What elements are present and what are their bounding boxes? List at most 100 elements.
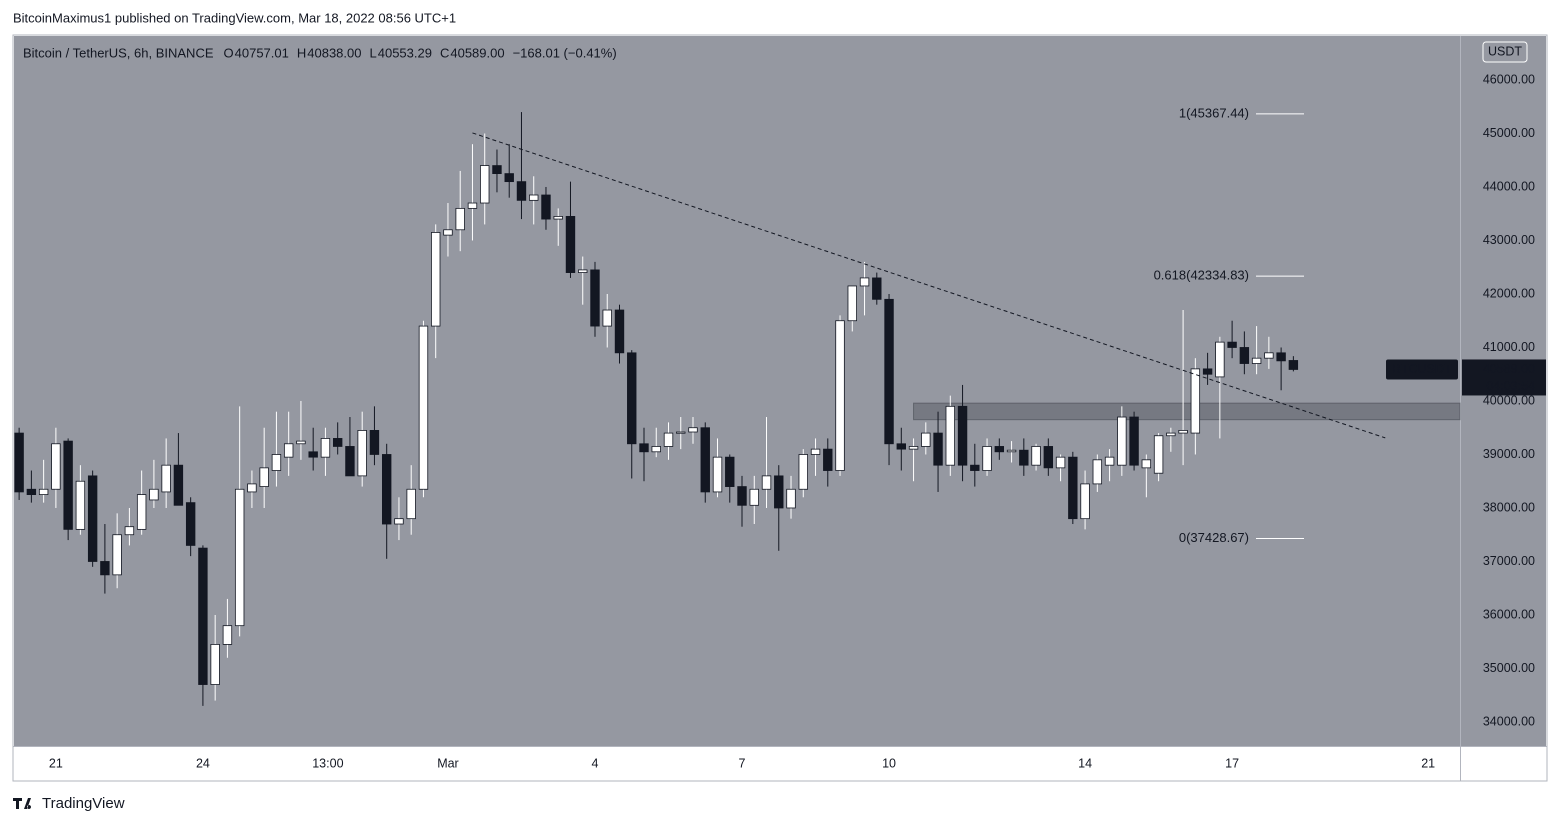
candle-body xyxy=(933,432,943,466)
candle-body xyxy=(124,526,135,536)
y-tick-label: 40000.00 xyxy=(1483,393,1535,407)
candle-body xyxy=(308,451,318,458)
candle-body xyxy=(1239,347,1250,364)
candle-body xyxy=(222,625,233,645)
candle-body xyxy=(516,181,527,201)
candle-body xyxy=(1117,416,1127,466)
candle-body xyxy=(1202,368,1213,375)
candle-body xyxy=(1031,446,1041,466)
candle-body xyxy=(63,440,73,530)
candle-body xyxy=(418,325,429,490)
candle-body xyxy=(1055,456,1066,469)
candle-body xyxy=(75,480,86,530)
candle-body xyxy=(859,277,870,287)
legend-key: L xyxy=(370,45,377,60)
candle-body xyxy=(541,194,551,220)
candle-body xyxy=(198,547,208,685)
candle-body xyxy=(749,488,759,506)
candle-body xyxy=(872,277,882,300)
candle-body xyxy=(970,464,980,471)
candle-body xyxy=(455,207,465,231)
candle-body xyxy=(602,309,612,327)
candle-body xyxy=(296,440,306,445)
price-tag xyxy=(1462,359,1546,396)
candle-body xyxy=(112,534,122,576)
symbol-tag xyxy=(1386,359,1458,380)
y-tick-label: 45000.00 xyxy=(1483,126,1535,140)
plot-background xyxy=(14,36,1460,746)
candle-body xyxy=(357,430,367,477)
y-tick-label: 43000.00 xyxy=(1483,233,1535,247)
legend-value: 40757.01 xyxy=(235,45,289,60)
candle-body xyxy=(1190,368,1201,434)
candle-body xyxy=(688,427,698,433)
x-tick-label: 17 xyxy=(1225,756,1239,770)
candle-body xyxy=(247,483,257,493)
legend-change: −168.01 (−0.41%) xyxy=(513,45,617,60)
y-tick-label: 34000.00 xyxy=(1483,714,1535,728)
x-tick-label: 24 xyxy=(196,756,210,770)
candle-body xyxy=(578,269,588,273)
candle-body xyxy=(1227,341,1237,348)
candle-body xyxy=(982,446,992,471)
candle-body xyxy=(1288,360,1299,370)
legend-title: Bitcoin / TetherUS, 6h, BINANCE xyxy=(23,45,214,60)
candle-body xyxy=(1080,483,1090,520)
x-tick-label: 14 xyxy=(1078,756,1092,770)
candle-body xyxy=(136,494,147,530)
candle-body xyxy=(945,405,956,466)
candle-body xyxy=(210,644,220,685)
candle-body xyxy=(896,443,906,450)
candle-body xyxy=(1178,430,1188,434)
candle-body xyxy=(492,165,502,175)
candle-body xyxy=(590,269,600,327)
candle-body xyxy=(100,561,110,576)
candle-body xyxy=(1166,432,1176,437)
x-tick-label: 7 xyxy=(739,756,746,770)
candle-body xyxy=(381,454,392,525)
candle-body xyxy=(774,475,784,509)
candle-body xyxy=(798,454,808,490)
x-tick-label: 21 xyxy=(1421,756,1435,770)
x-tick-label: 10 xyxy=(882,756,896,770)
candle-body xyxy=(1092,459,1103,485)
y-tick-label: 36000.00 xyxy=(1483,607,1535,621)
candle-body xyxy=(369,430,380,455)
candle-body xyxy=(467,202,478,209)
trendline xyxy=(472,132,1386,439)
candle-body xyxy=(639,443,649,453)
y-tick-label: 37000.00 xyxy=(1483,554,1535,568)
legend-value: 40553.29 xyxy=(378,45,432,60)
candle-body xyxy=(676,431,686,434)
candle-body xyxy=(1153,435,1164,474)
candle-body xyxy=(26,488,37,496)
currency-label: USDT xyxy=(1488,44,1522,58)
candle-body xyxy=(345,446,355,477)
candle-body xyxy=(565,216,576,273)
candle-body xyxy=(957,405,968,466)
candle-body xyxy=(725,456,735,487)
candle-body xyxy=(810,448,821,455)
candle-body xyxy=(1276,352,1286,362)
candle-body xyxy=(259,467,269,487)
fib-label: 1(45367.44) xyxy=(1179,105,1249,120)
legend-key: H xyxy=(297,45,306,60)
candle-body xyxy=(847,285,857,322)
candle-body xyxy=(1141,459,1152,469)
fib-label: 0.618(42334.83) xyxy=(1154,268,1249,283)
candle-body xyxy=(663,432,674,447)
candle-body xyxy=(51,443,61,490)
candle-body xyxy=(185,502,196,546)
candle-body xyxy=(283,443,294,458)
candle-body xyxy=(835,320,845,471)
legend-value: 40838.00 xyxy=(307,45,361,60)
y-tick-label: 41000.00 xyxy=(1483,340,1535,354)
candle-body xyxy=(173,464,184,506)
candle-body xyxy=(161,464,171,493)
candle-body xyxy=(332,438,343,447)
candle-body xyxy=(1251,357,1262,364)
candle-body xyxy=(271,454,282,471)
candle-body xyxy=(234,488,245,627)
